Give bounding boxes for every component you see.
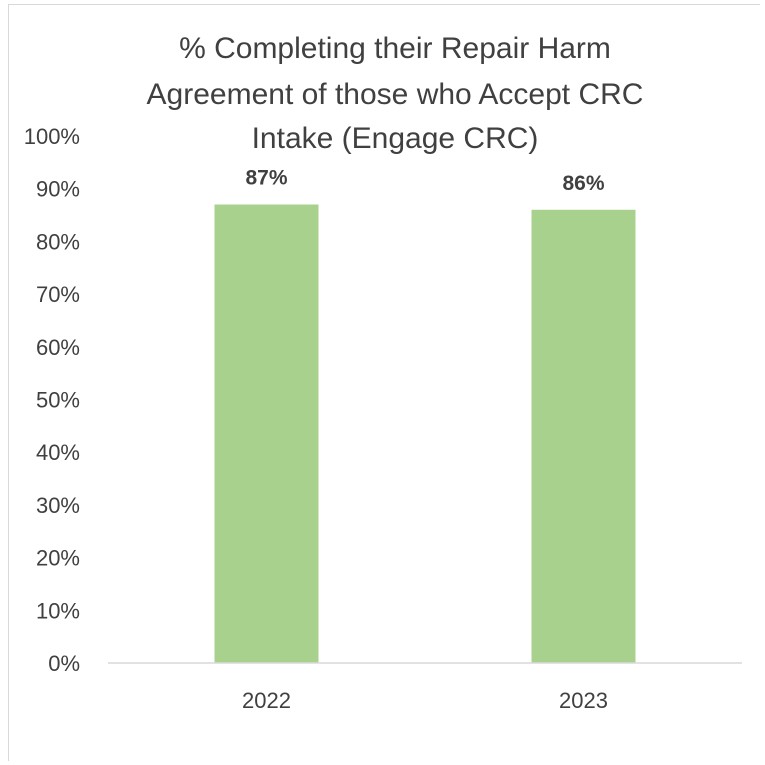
y-tick-label: 50% — [36, 388, 80, 413]
y-tick-label: 10% — [36, 598, 80, 623]
chart-title-line-1: % Completing their Repair Harm — [179, 32, 611, 65]
y-tick-label: 90% — [36, 177, 80, 202]
x-tick-label-2022: 2022 — [242, 688, 291, 713]
data-labels: 87% 86% — [245, 167, 604, 195]
data-label-2022: 87% — [245, 167, 287, 190]
bars — [214, 204, 636, 663]
y-tick-label: 60% — [36, 335, 80, 360]
chart-title: % Completing their Repair Harm Agreement… — [147, 32, 644, 155]
data-label-2023: 86% — [562, 172, 604, 195]
y-tick-label: 20% — [36, 546, 80, 571]
x-axis: 2022 2023 — [108, 662, 742, 713]
x-tick-label-2023: 2023 — [559, 688, 608, 713]
y-tick-label: 40% — [36, 440, 80, 465]
chart-title-line-2: Agreement of those who Accept CRC — [147, 78, 644, 111]
bar-2023 — [531, 209, 636, 663]
y-tick-label: 80% — [36, 229, 80, 254]
chart-frame — [8, 4, 760, 761]
y-tick-label: 70% — [36, 282, 80, 307]
chart-title-line-3: Intake (Engage CRC) — [252, 122, 539, 155]
bar-2022 — [214, 204, 319, 663]
y-tick-label: 30% — [36, 493, 80, 518]
y-tick-label: 0% — [48, 651, 80, 676]
y-axis: 0% 10% 20% 30% 40% 50% 60% 70% 80% 90% 100% — [24, 124, 80, 676]
y-tick-label: 100% — [24, 124, 80, 149]
